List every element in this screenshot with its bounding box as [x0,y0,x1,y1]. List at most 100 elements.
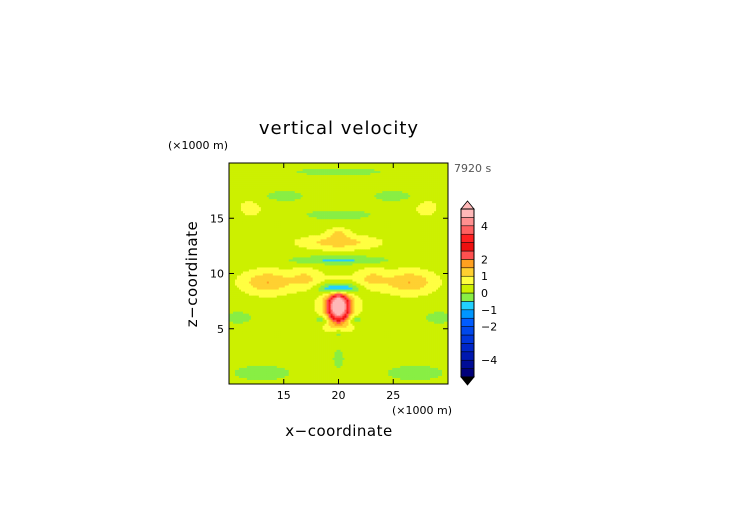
heatmap-cell [282,179,286,182]
heatmap-cell [360,249,363,252]
heatmap-cell [254,217,258,220]
heatmap-cell [310,171,313,174]
heatmap-cell [338,203,341,206]
heatmap-cell [438,177,441,180]
heatmap-cell [444,223,447,226]
heatmap-cell [374,219,377,222]
heatmap-cell [422,243,425,246]
heatmap-cell [436,251,439,254]
heatmap-cell [280,207,284,210]
heatmap-cell [418,207,421,210]
heatmap-cell [272,193,276,196]
heatmap-cell [390,249,393,252]
heatmap-cell [428,213,431,216]
heatmap-cell [416,217,419,220]
heatmap-cell [398,165,401,168]
heatmap-cell [258,225,262,228]
heatmap-cell [332,183,335,186]
heatmap-cell [360,239,363,242]
heatmap-cell [252,179,256,182]
heatmap-cell [396,221,399,224]
heatmap-cell [404,201,407,204]
heatmap-cell [282,177,286,180]
heatmap-cell [286,231,290,234]
heatmap-cell [324,233,327,236]
heatmap-cell [392,179,395,182]
heatmap-cell [376,243,379,246]
heatmap-cell [416,181,419,184]
heatmap-cell [272,185,276,188]
heatmap-cell [314,213,317,216]
heatmap-cell [288,249,292,252]
heatmap-cell [372,193,375,196]
heatmap-cell [318,227,321,230]
heatmap-cell [230,199,234,202]
heatmap-cell [240,193,244,196]
heatmap-cell [268,221,272,224]
heatmap-cell [236,197,240,200]
heatmap-cell [234,239,238,242]
heatmap-cell [420,177,423,180]
heatmap-cell [288,245,292,248]
heatmap-cell [336,223,339,226]
heatmap-cell [370,229,373,232]
heatmap-cell [254,163,258,166]
heatmap-cell [276,223,280,226]
heatmap-cell [432,213,435,216]
heatmap-cell [406,249,409,252]
heatmap-cell [438,175,441,178]
heatmap-cell [244,171,248,174]
heatmap-cell [378,165,381,168]
heatmap-cell [258,205,262,208]
heatmap-cell [434,183,437,186]
heatmap-cell [308,235,311,238]
heatmap-cell [440,177,443,180]
heatmap-cell [412,195,415,198]
heatmap-cell [440,181,443,184]
heatmap-cell [324,173,327,176]
heatmap-cell [404,165,407,168]
heatmap-cell [264,229,268,232]
heatmap-cell [282,247,286,250]
heatmap-cell [272,247,276,250]
heatmap-cell [246,243,250,246]
heatmap-cell [366,189,369,192]
heatmap-cell [382,239,385,242]
heatmap-cell [240,247,244,250]
heatmap-cell [240,213,244,216]
heatmap-cell [326,187,329,190]
heatmap-cell [238,193,242,196]
heatmap-cell [322,213,325,216]
heatmap-cell [340,185,343,188]
heatmap-cell [348,209,351,212]
heatmap-cell [394,199,397,202]
heatmap-cell [366,185,369,188]
heatmap-cell [426,165,429,168]
heatmap-cell [324,207,327,210]
heatmap-cell [342,195,345,198]
heatmap-cell [292,247,296,250]
heatmap-cell [442,237,445,240]
heatmap-cell [408,225,411,228]
heatmap-cell [296,215,300,218]
heatmap-cell [296,231,300,234]
heatmap-cell [340,217,343,220]
heatmap-cell [230,187,234,190]
heatmap-cell [300,175,304,178]
heatmap-cell [396,177,399,180]
heatmap-cell [229,223,232,226]
heatmap-cell [338,199,341,202]
heatmap-cell [378,237,381,240]
heatmap-cell [272,183,276,186]
heatmap-cell [370,235,373,238]
heatmap-cell [372,245,375,248]
heatmap-cell [346,225,349,228]
heatmap-cell [240,175,244,178]
heatmap-cell [376,165,379,168]
heatmap-cell [230,237,234,240]
heatmap-cell [278,249,282,252]
heatmap-cell [316,217,319,220]
heatmap-cell [254,179,258,182]
heatmap-cell [412,219,415,222]
heatmap-cell [418,249,421,252]
